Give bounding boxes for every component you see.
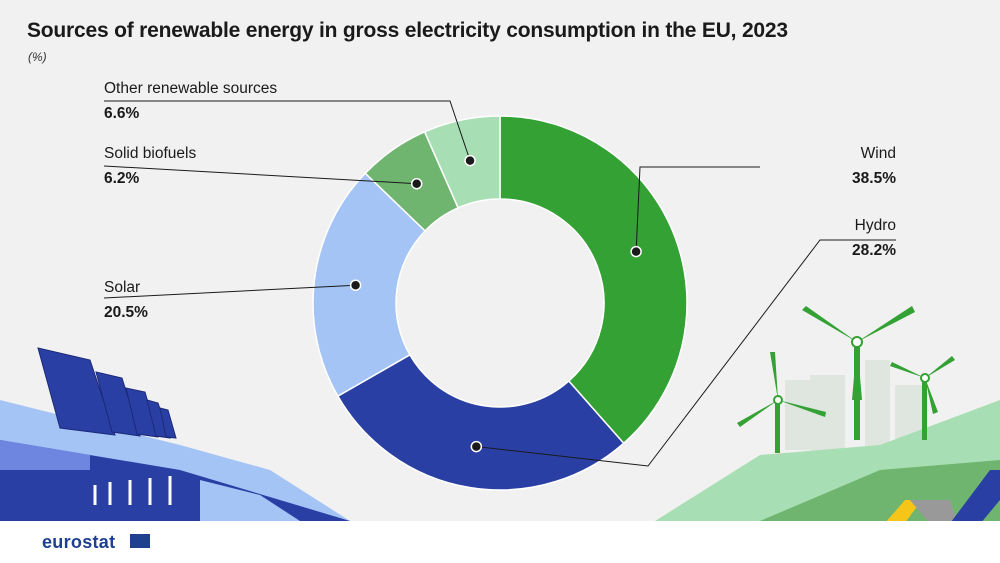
label-solid-biofuels: Solid biofuels 6.2% [104,141,196,191]
footer-bar [0,521,1000,563]
eurostat-logo: eurostat [42,532,116,552]
marker-dot-solar [349,279,362,291]
leader-line-other-renewable-sources [104,100,471,161]
eu-flag-icon [130,534,150,548]
solar-hydro-illustration [0,347,350,521]
wind-turbine-icon [737,306,955,453]
label-solar: Solar 20.5% [104,275,148,325]
chart-title: Sources of renewable energy in gross ele… [27,19,788,42]
label-solar-value: 20.5% [104,304,148,321]
label-hydro-name: Hydro [854,217,896,234]
slice-wind [499,115,688,445]
label-wind-value: 38.5% [852,170,896,187]
label-wind: Wind 38.5% [760,141,896,191]
label-other-renewable-sources: Other renewable sources 6.6% [104,76,277,126]
label-other-name: Other renewable sources [104,80,278,97]
marker-dot-wind [630,245,642,258]
label-solar-name: Solar [104,279,141,296]
label-solid-biofuels-value: 6.2% [104,170,140,187]
leader-line-solar [103,284,356,299]
label-solid-biofuels-name: Solid biofuels [104,145,197,162]
solar-panel-icon [37,347,177,439]
leader-lines [103,100,896,467]
wind-illustration [655,306,1000,521]
marker-dot-solid-biofuels [410,177,423,190]
donut-chart [312,115,688,491]
dam-icon [93,476,172,505]
label-other-value: 6.6% [104,105,140,122]
slice-hydro [336,353,625,491]
label-wind-name: Wind [860,145,896,162]
leader-line-solid-biofuels [103,165,417,185]
label-hydro-value: 28.2% [852,242,896,259]
slice-other-renewable-sources [423,115,501,209]
label-hydro: Hydro 28.2% [760,213,896,263]
slice-solar [312,172,427,398]
leader-line-wind [635,166,760,252]
marker-dot-hydro [470,440,483,453]
marker-dot-other-renewable-sources [464,154,476,167]
leader-line-hydro [476,239,896,467]
chart-unit: (%) [28,50,47,64]
